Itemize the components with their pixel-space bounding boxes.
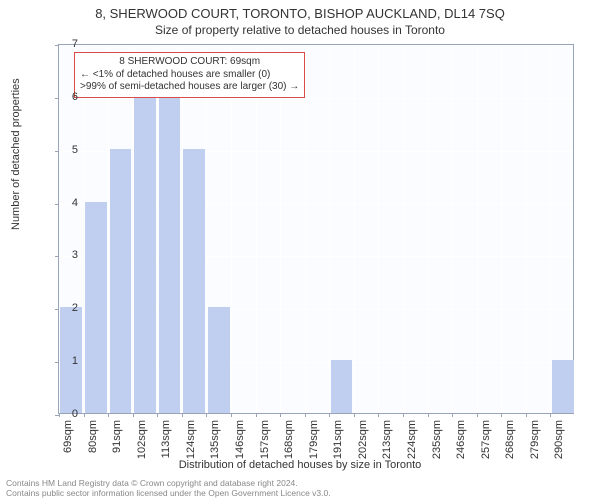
grid-line-v [452, 45, 453, 413]
footer-attribution: Contains HM Land Registry data © Crown c… [6, 478, 331, 498]
x-tick-mark [84, 413, 85, 417]
x-tick-label: 135sqm [209, 420, 221, 470]
bar [331, 360, 353, 413]
y-tick-label: 5 [58, 144, 78, 156]
x-tick-label: 124sqm [185, 420, 197, 470]
x-tick-mark [428, 413, 429, 417]
x-tick-label: 279sqm [529, 420, 541, 470]
x-tick-label: 69sqm [62, 420, 74, 470]
annotation-box: 8 SHERWOOD COURT: 69sqm ← <1% of detache… [74, 52, 305, 98]
x-tick-mark [182, 413, 183, 417]
chart-container: 8 SHERWOOD COURT: 69sqm ← <1% of detache… [58, 44, 574, 414]
x-tick-label: 290sqm [553, 420, 565, 470]
y-tick-label: 3 [58, 249, 78, 261]
x-tick-label: 102sqm [136, 420, 148, 470]
grid-line-v [526, 45, 527, 413]
grid-line-v [477, 45, 478, 413]
grid-line-v [403, 45, 404, 413]
x-tick-mark [526, 413, 527, 417]
x-tick-label: 268sqm [504, 420, 516, 470]
bar [552, 360, 574, 413]
x-tick-mark [477, 413, 478, 417]
grid-line-v [501, 45, 502, 413]
x-tick-label: 80sqm [87, 420, 99, 470]
x-tick-mark [354, 413, 355, 417]
x-tick-mark [403, 413, 404, 417]
x-tick-mark [378, 413, 379, 417]
y-tick-label: 7 [58, 38, 78, 50]
bar [134, 96, 156, 413]
chart-main-title: 8, SHERWOOD COURT, TORONTO, BISHOP AUCKL… [0, 0, 600, 21]
x-tick-label: 213sqm [381, 420, 393, 470]
x-tick-label: 157sqm [259, 420, 271, 470]
footer-line2: Contains public sector information licen… [6, 488, 331, 498]
y-axis-label: Number of detached properties [10, 78, 22, 230]
x-tick-label: 179sqm [308, 420, 320, 470]
chart-sub-title: Size of property relative to detached ho… [0, 21, 600, 37]
x-tick-mark [206, 413, 207, 417]
grid-line-v [378, 45, 379, 413]
y-tick-label: 4 [58, 197, 78, 209]
plot-area [58, 44, 574, 414]
bar [110, 149, 132, 413]
x-tick-label: 146sqm [234, 420, 246, 470]
grid-line-v [256, 45, 257, 413]
x-tick-mark [256, 413, 257, 417]
x-tick-label: 257sqm [480, 420, 492, 470]
y-tick-label: 2 [58, 302, 78, 314]
x-tick-label: 202sqm [357, 420, 369, 470]
y-tick-label: 0 [58, 408, 78, 420]
x-tick-mark [280, 413, 281, 417]
y-tick-label: 1 [58, 355, 78, 367]
x-tick-label: 168sqm [283, 420, 295, 470]
x-tick-mark [157, 413, 158, 417]
x-tick-label: 91sqm [111, 420, 123, 470]
x-tick-mark [305, 413, 306, 417]
x-tick-mark [329, 413, 330, 417]
x-tick-mark [231, 413, 232, 417]
x-tick-mark [452, 413, 453, 417]
bar [208, 307, 230, 413]
x-tick-label: 224sqm [406, 420, 418, 470]
footer-line1: Contains HM Land Registry data © Crown c… [6, 478, 331, 488]
grid-line-v [280, 45, 281, 413]
x-tick-label: 246sqm [455, 420, 467, 470]
grid-line-v [428, 45, 429, 413]
annotation-line3: >99% of semi-detached houses are larger … [80, 81, 299, 94]
x-tick-mark [550, 413, 551, 417]
grid-line-v [550, 45, 551, 413]
x-tick-mark [133, 413, 134, 417]
x-tick-mark [501, 413, 502, 417]
bar [159, 96, 181, 413]
x-tick-label: 235sqm [431, 420, 443, 470]
annotation-line2: ← <1% of detached houses are smaller (0) [80, 69, 299, 82]
grid-line-v [354, 45, 355, 413]
annotation-line1: 8 SHERWOOD COURT: 69sqm [80, 56, 299, 69]
x-tick-label: 113sqm [160, 420, 172, 470]
grid-line-v [305, 45, 306, 413]
x-tick-label: 191sqm [332, 420, 344, 470]
grid-line-v [231, 45, 232, 413]
y-tick-label: 6 [58, 91, 78, 103]
x-tick-mark [108, 413, 109, 417]
grid-line-v [329, 45, 330, 413]
bar [183, 149, 205, 413]
bar [85, 202, 107, 413]
